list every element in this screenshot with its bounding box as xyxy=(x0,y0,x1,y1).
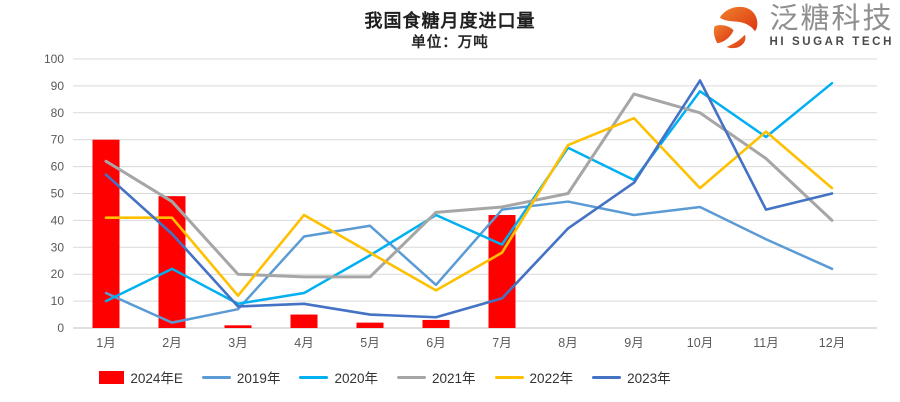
y-tick-label: 30 xyxy=(51,240,65,254)
x-tick-label: 6月 xyxy=(426,336,445,350)
legend-label: 2019年 xyxy=(236,371,281,386)
x-tick-label: 3月 xyxy=(228,336,247,350)
legend-item: 2022年 xyxy=(494,367,574,387)
legend-label: 2023年 xyxy=(627,371,671,386)
y-tick-label: 70 xyxy=(51,133,65,147)
legend-swatch xyxy=(201,375,231,379)
y-tick-label: 0 xyxy=(57,321,64,335)
y-tick-label: 100 xyxy=(44,52,64,66)
x-tick-label: 11月 xyxy=(753,336,778,350)
x-tick-label: 12月 xyxy=(819,336,845,350)
legend-swatch xyxy=(494,375,524,379)
line-2022年 xyxy=(104,116,834,298)
y-tick-label: 90 xyxy=(51,79,65,93)
x-tick-label: 9月 xyxy=(624,336,643,350)
y-tick-label: 40 xyxy=(51,213,65,227)
chart-subtitle: 单位：万吨 xyxy=(411,35,489,51)
legend-swatch xyxy=(592,375,622,379)
legend-item: 2019年 xyxy=(201,367,281,387)
legend-item: 2024年E xyxy=(99,367,183,387)
x-tick-label: 2月 xyxy=(162,336,181,350)
bar-2024年E-4月 xyxy=(290,314,318,328)
legend-item: 2020年 xyxy=(299,367,378,387)
bar-2024年E-7月 xyxy=(488,215,516,328)
y-tick-label: 10 xyxy=(51,294,65,308)
x-tick-label: 10月 xyxy=(687,336,713,350)
bar-2024年E-6月 xyxy=(422,319,450,328)
x-tick-label: 8月 xyxy=(558,336,577,350)
line-2021年 xyxy=(104,92,834,279)
legend-swatch xyxy=(99,370,125,384)
legend: 2024年E 2019年 2020年 2021年 2022年 2023年 xyxy=(0,367,770,387)
legend-swatch xyxy=(397,375,426,379)
line-2019年 xyxy=(104,200,834,324)
legend-item: 2023年 xyxy=(592,367,671,387)
line-2023年 xyxy=(104,79,834,319)
bar-2024年E-3月 xyxy=(224,325,252,328)
x-tick-label: 4月 xyxy=(294,336,313,350)
y-tick-label: 60 xyxy=(51,160,65,174)
logo-cn-text: 泛糖科技 xyxy=(769,3,894,36)
legend-swatch xyxy=(299,375,329,379)
y-tick-label: 50 xyxy=(51,187,65,201)
legend-label: 2024年E xyxy=(130,371,183,386)
legend-item: 2021年 xyxy=(397,367,476,387)
bar-2024年E-5月 xyxy=(356,322,384,328)
line-2020年 xyxy=(104,81,834,306)
logo-text: 泛糖科技 HI SUGAR TECH xyxy=(769,5,894,49)
legend-label: 2021年 xyxy=(432,371,476,386)
x-tick-label: 1月 xyxy=(96,336,115,350)
x-tick-label: 7月 xyxy=(492,336,511,350)
logo: 泛糖科技 HI SUGAR TECH xyxy=(701,2,894,52)
chart-title: 我国食糖月度进口量 xyxy=(364,11,536,31)
legend-label: 2022年 xyxy=(529,371,574,386)
bar-2024年E-2月 xyxy=(158,196,186,328)
logo-en-text: HI SUGAR TECH xyxy=(769,36,894,49)
y-tick-label: 20 xyxy=(51,267,65,281)
x-tick-label: 5月 xyxy=(360,336,379,350)
y-tick-label: 80 xyxy=(51,106,65,120)
swirl-sphere-icon xyxy=(714,6,758,49)
legend-label: 2020年 xyxy=(334,371,378,386)
